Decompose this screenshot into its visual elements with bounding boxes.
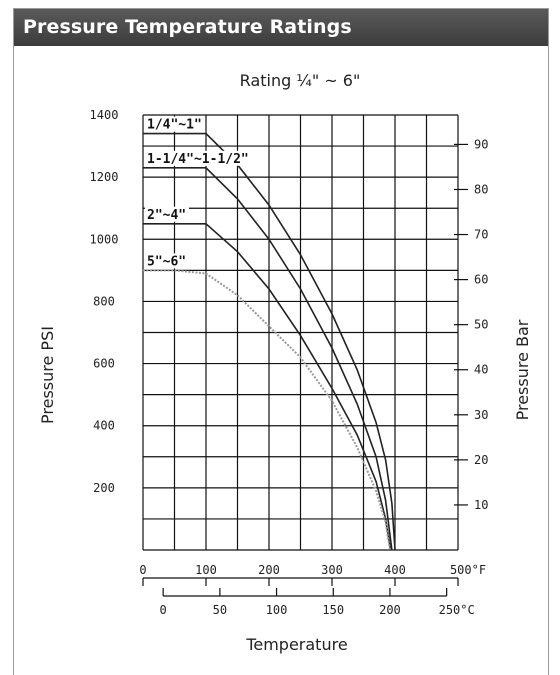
series-line: [143, 269, 391, 551]
chart-grid: [142, 114, 459, 551]
chart-axes: 2004006008001000120014001020304050607080…: [90, 108, 489, 617]
y2-tick-label: 80: [474, 182, 488, 196]
chart-title: Rating ¼" ~ 6": [240, 71, 361, 90]
y-tick-label: 1000: [90, 232, 119, 246]
x2-tick-label: 150: [322, 603, 344, 617]
y2-axis-title: Pressure Bar: [513, 319, 532, 420]
y-tick-label: 1200: [90, 170, 119, 184]
y2-tick-label: 30: [474, 408, 488, 422]
y2-tick-label: 10: [474, 498, 488, 512]
series-label-bg: [145, 253, 189, 269]
chart-labels: 1/4"~1" 1-1/4"~1-1/2" 2"~4" 5"~6": [145, 116, 253, 269]
series-label: 2"~4": [147, 208, 186, 223]
series-line: [143, 167, 393, 551]
series-label-bg: [145, 206, 189, 222]
x2-tick-label: 250°C: [439, 603, 475, 617]
y2-tick-label: 70: [474, 228, 488, 242]
x-tick-label: 300: [321, 563, 343, 577]
x2-tick-label: 50: [213, 603, 227, 617]
series-line: [143, 223, 392, 551]
panel-header: Pressure Temperature Ratings: [14, 9, 548, 46]
y-tick-label: 1400: [90, 108, 119, 122]
y-tick-label: 200: [93, 481, 115, 495]
x-axis-title: Temperature: [245, 635, 347, 654]
x2-tick-label: 0: [160, 603, 167, 617]
y2-tick-label: 50: [474, 318, 488, 332]
x-tick-label: 400: [384, 563, 406, 577]
series-label: 1-1/4"~1-1/2": [147, 152, 249, 167]
y-tick-label: 600: [93, 357, 115, 371]
y2-tick-label: 90: [474, 137, 488, 151]
y2-tick-label: 60: [474, 273, 488, 287]
x-tick-label: 100: [195, 563, 217, 577]
x2-tick-label: 100: [266, 603, 288, 617]
series-label: 1/4"~1": [147, 118, 202, 133]
panel: Pressure Temperature Ratings: [13, 8, 549, 675]
series-label-bg: [145, 150, 253, 166]
y2-tick-label: 20: [474, 453, 488, 467]
y-tick-label: 400: [93, 419, 115, 433]
x-tick-label: 500°F: [450, 563, 486, 577]
y2-tick-label: 40: [474, 363, 488, 377]
x2-tick-label: 200: [379, 603, 401, 617]
x-tick-label: 200: [258, 563, 280, 577]
series-label-bg: [145, 116, 205, 132]
series-label: 5"~6": [147, 254, 186, 269]
y-tick-label: 800: [93, 294, 115, 308]
x-tick-label: 0: [139, 563, 146, 577]
y-axis-title: Pressure PSI: [38, 326, 57, 424]
